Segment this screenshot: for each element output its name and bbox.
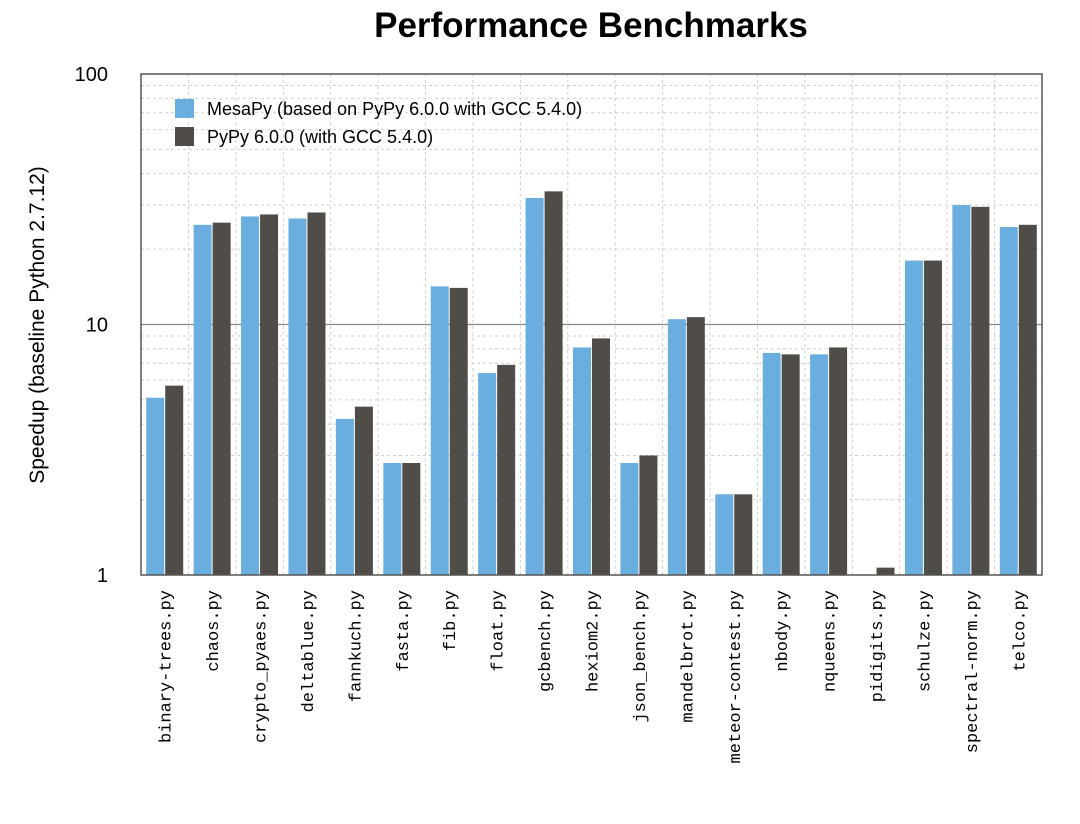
- bar: [715, 494, 734, 575]
- bar: [212, 222, 231, 575]
- bar: [620, 462, 639, 575]
- chart-title: Performance Benchmarks: [374, 6, 808, 45]
- bar: [829, 347, 848, 575]
- bar: [971, 206, 990, 576]
- legend-swatch: [175, 127, 194, 146]
- x-tick-label: mandelbrot.py: [679, 590, 698, 723]
- bar: [288, 218, 307, 575]
- y-tick-label: 1: [97, 565, 108, 587]
- x-tick-label: binary-trees.py: [158, 590, 177, 743]
- bar: [335, 418, 354, 575]
- y-ticks: 1 10 100: [75, 64, 108, 587]
- x-ticks: binary-trees.py chaos.py crypto_pyaes.py de…: [158, 590, 1031, 763]
- bar: [999, 227, 1018, 575]
- bar: [307, 212, 326, 575]
- bar: [639, 455, 658, 575]
- x-tick-label: spectral-norm.py: [964, 590, 983, 753]
- x-tick-label: json_bench.py: [632, 590, 651, 723]
- bar: [260, 214, 279, 576]
- bar: [544, 191, 563, 575]
- x-tick-label: deltablue.py: [300, 590, 319, 712]
- bar: [146, 397, 165, 575]
- bar: [952, 204, 971, 575]
- bar: [667, 319, 686, 575]
- bar: [354, 406, 373, 575]
- x-tick-label: pidigits.py: [869, 590, 888, 702]
- bar: [762, 352, 781, 575]
- bar: [497, 364, 516, 575]
- bar: [876, 567, 895, 575]
- x-tick-label: schulze.py: [916, 590, 935, 692]
- x-tick-label: nqueens.py: [822, 590, 841, 692]
- y-tick-label: 100: [75, 64, 108, 86]
- bar: [734, 494, 753, 575]
- x-tick-label: float.py: [490, 590, 509, 672]
- bar: [810, 354, 829, 575]
- x-tick-label: crypto_pyaes.py: [253, 590, 272, 743]
- bar: [592, 338, 610, 575]
- bar: [241, 216, 260, 576]
- bar: [165, 385, 184, 575]
- bar: [686, 317, 705, 575]
- x-tick-label: gcbench.py: [537, 590, 556, 692]
- bar: [904, 260, 923, 575]
- bar: [383, 462, 402, 575]
- y-tick-label: 10: [86, 315, 108, 337]
- x-tick-label: telco.py: [1011, 590, 1030, 672]
- bars: [146, 191, 1037, 576]
- bar: [923, 260, 942, 575]
- bar: [573, 347, 591, 575]
- x-tick-label: nbody.py: [774, 590, 793, 672]
- bar: [1018, 224, 1037, 575]
- legend-swatch: [175, 99, 194, 118]
- plot-frame: [140, 73, 1043, 576]
- bar: [525, 197, 544, 575]
- x-tick-label: fib.py: [442, 590, 461, 651]
- y-axis-label: Speedup (baseline Python 2.7.12): [26, 166, 49, 484]
- bar: [478, 373, 497, 575]
- x-tick-label: meteor-contest.py: [727, 590, 746, 763]
- x-tick-label: fannkuch.py: [347, 590, 366, 702]
- legend-label: PyPy 6.0.0 (with GCC 5.4.0): [207, 127, 433, 147]
- bar: [430, 286, 449, 575]
- bar: [781, 354, 800, 575]
- x-tick-label: fasta.py: [395, 590, 414, 672]
- legend-label: MesaPy (based on PyPy 6.0.0 with GCC 5.4…: [207, 99, 582, 119]
- bar: [449, 287, 468, 575]
- bar: [193, 224, 212, 575]
- x-tick-label: chaos.py: [205, 590, 224, 672]
- bar: [402, 462, 421, 575]
- x-tick-label: hexiom2.py: [585, 590, 604, 692]
- legend: MesaPy (based on PyPy 6.0.0 with GCC 5.4…: [175, 99, 582, 147]
